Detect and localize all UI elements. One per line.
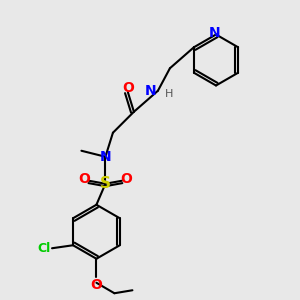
Text: O: O bbox=[79, 172, 90, 186]
Text: O: O bbox=[122, 81, 134, 95]
Text: N: N bbox=[145, 84, 156, 98]
Text: O: O bbox=[91, 278, 102, 292]
Text: N: N bbox=[209, 26, 220, 40]
Text: Cl: Cl bbox=[37, 242, 50, 255]
Text: O: O bbox=[121, 172, 132, 186]
Text: H: H bbox=[164, 89, 173, 99]
Text: S: S bbox=[100, 176, 111, 191]
Text: N: N bbox=[100, 150, 111, 164]
